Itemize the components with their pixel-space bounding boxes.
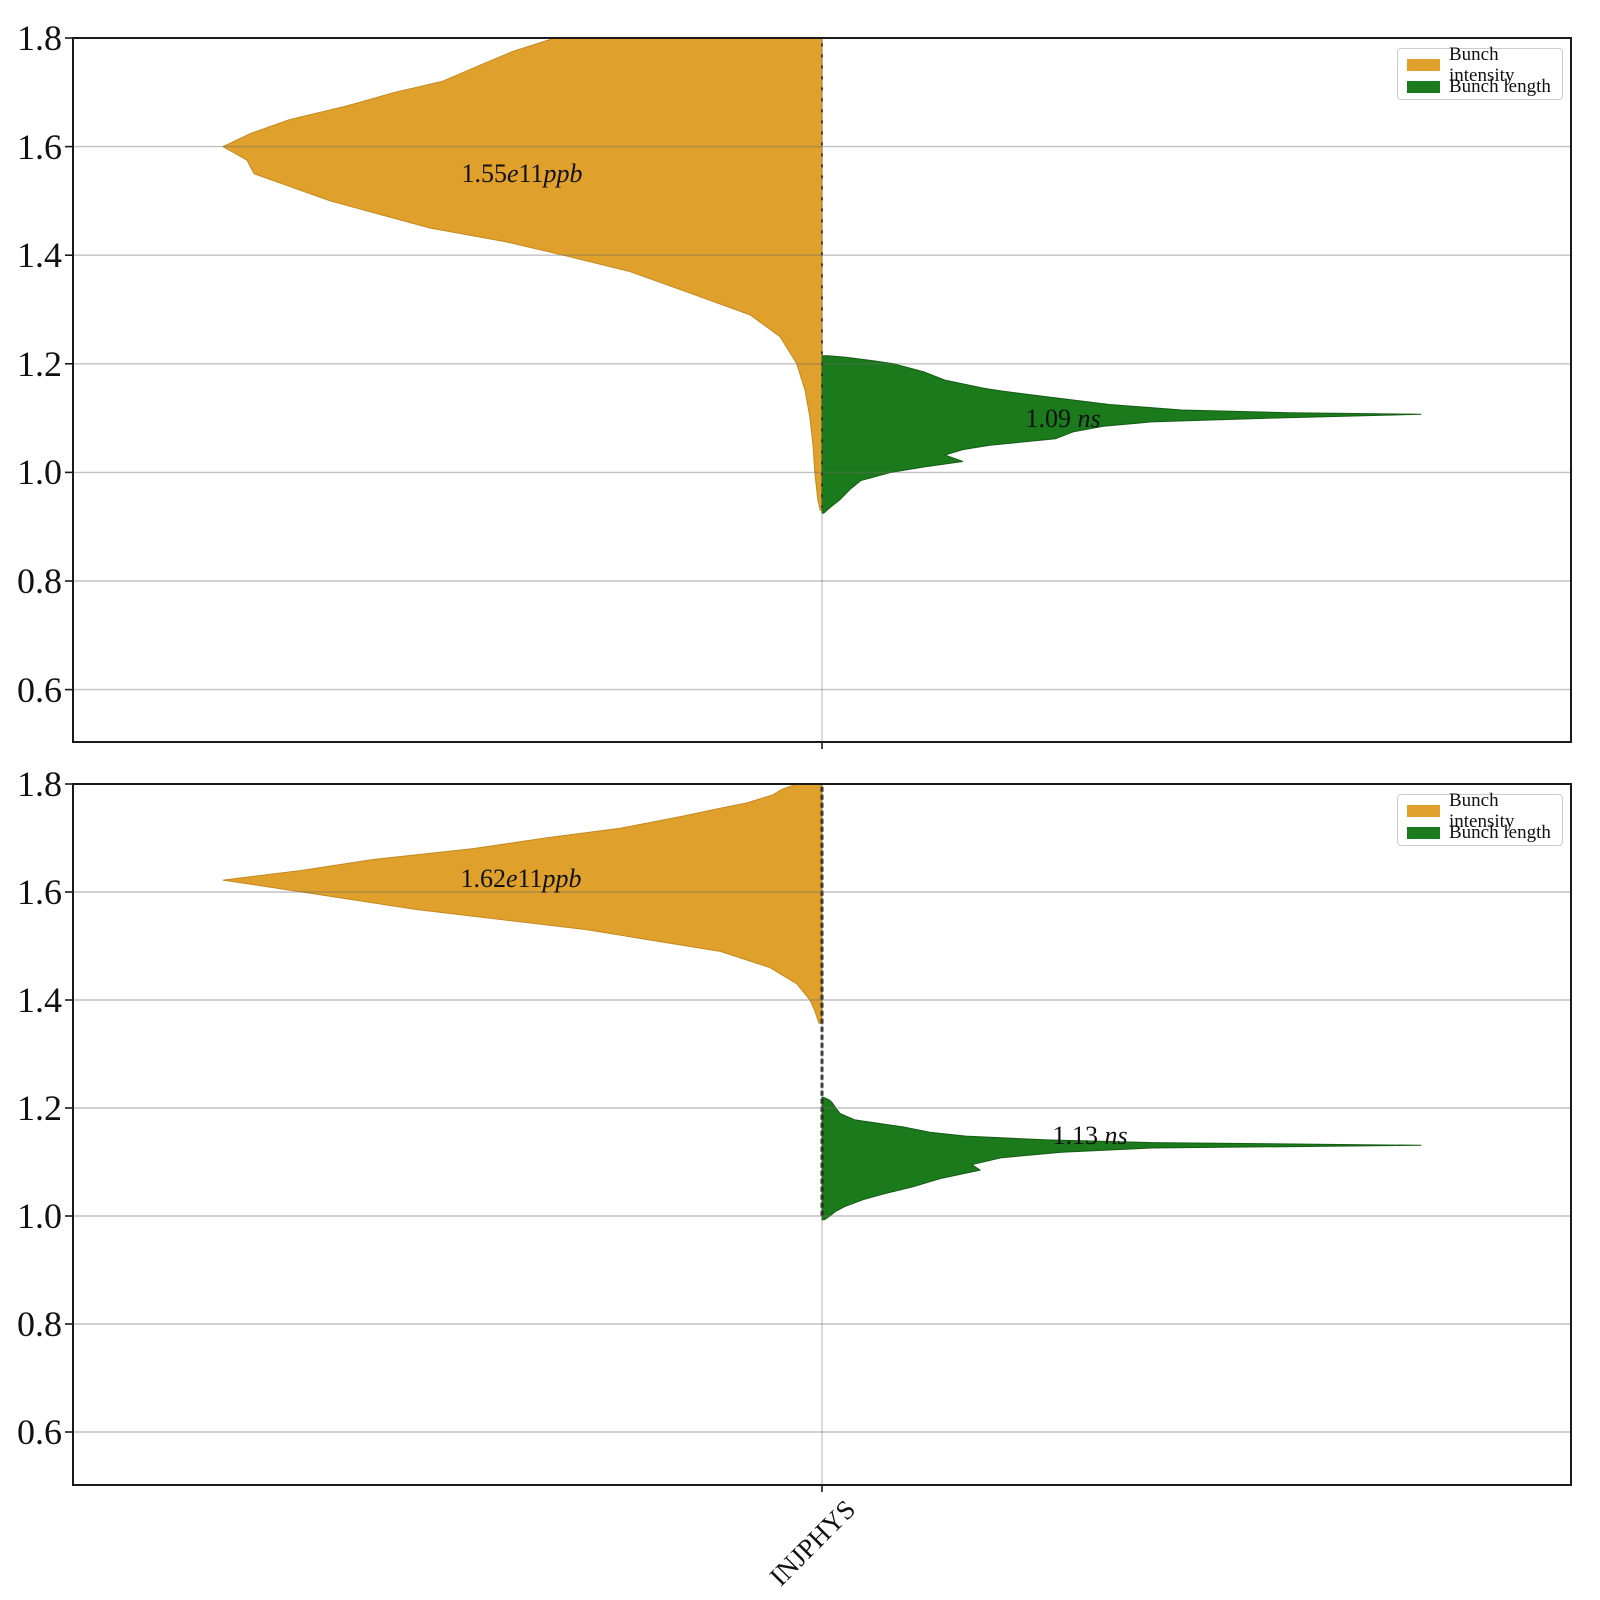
legend-item-bunch-intensity: Bunch intensity (1398, 790, 1562, 832)
y-tick-label: 1.8 (17, 764, 62, 804)
annotation-text: 1.62 (460, 864, 506, 893)
y-tick-label: 0.8 (17, 1304, 62, 1344)
y-tick-label: 1.0 (17, 452, 62, 493)
legend-bottom: Bunch intensity Bunch length (1397, 790, 1563, 846)
annotation-length-plot1: 1.09 ns (1025, 404, 1100, 434)
annotation-text: ppb (543, 159, 583, 188)
legend-label-intensity: Bunch intensity (1449, 789, 1515, 832)
violin-intensity-plot1 (222, 37, 823, 511)
y-tick-label: 1.4 (17, 980, 62, 1020)
annotation-text: ns (1077, 404, 1101, 433)
annotation-intensity-plot1: 1.55e11ppb (461, 159, 582, 189)
annotation-text: ns (1104, 1121, 1128, 1150)
legend-top: Bunch intensity Bunch length (1397, 44, 1563, 100)
legend-item-bunch-length: Bunch length (1398, 822, 1562, 843)
y-tick-label: 0.6 (17, 669, 62, 710)
legend-label-length: Bunch length (1449, 76, 1551, 97)
annotation-text: 1.55 (461, 159, 507, 188)
annotation-text: e (506, 159, 519, 188)
annotation-text: 1.09 (1025, 404, 1078, 433)
legend-swatch-length (1407, 826, 1440, 839)
annotation-text: e (505, 864, 518, 893)
y-tick-label: 0.6 (17, 1412, 62, 1452)
y-tick-label: 1.8 (17, 18, 62, 58)
annotation-text: ppb (542, 864, 582, 893)
y-tick-label: 1.0 (17, 1196, 62, 1236)
violin-length-plot1 (821, 355, 1422, 514)
legend-item-bunch-length: Bunch length (1398, 76, 1562, 97)
legend-label-intensity: Bunch intensity (1449, 43, 1515, 86)
annotation-length-plot2: 1.13 ns (1052, 1121, 1127, 1151)
y-tick-label: 1.2 (17, 343, 62, 384)
violin-length-plot2 (821, 1096, 1422, 1221)
legend-swatch-intensity (1407, 58, 1440, 71)
annotation-text: 11 (517, 864, 543, 893)
y-tick-label: 1.6 (17, 126, 62, 167)
legend-label-length: Bunch length (1449, 822, 1551, 843)
y-tick-label: 1.4 (17, 235, 62, 276)
annotation-text: 11 (518, 159, 544, 188)
y-tick-label: 1.2 (17, 1088, 62, 1128)
legend-swatch-intensity (1407, 804, 1440, 817)
annotation-text: 1.13 (1052, 1121, 1105, 1150)
annotation-intensity-plot2: 1.62e11ppb (460, 864, 581, 894)
violin-intensity-plot2 (222, 783, 823, 1024)
legend-item-bunch-intensity: Bunch intensity (1398, 44, 1562, 86)
legend-swatch-length (1407, 80, 1440, 93)
y-tick-label: 0.8 (17, 561, 62, 601)
y-tick-label: 1.6 (17, 872, 62, 912)
